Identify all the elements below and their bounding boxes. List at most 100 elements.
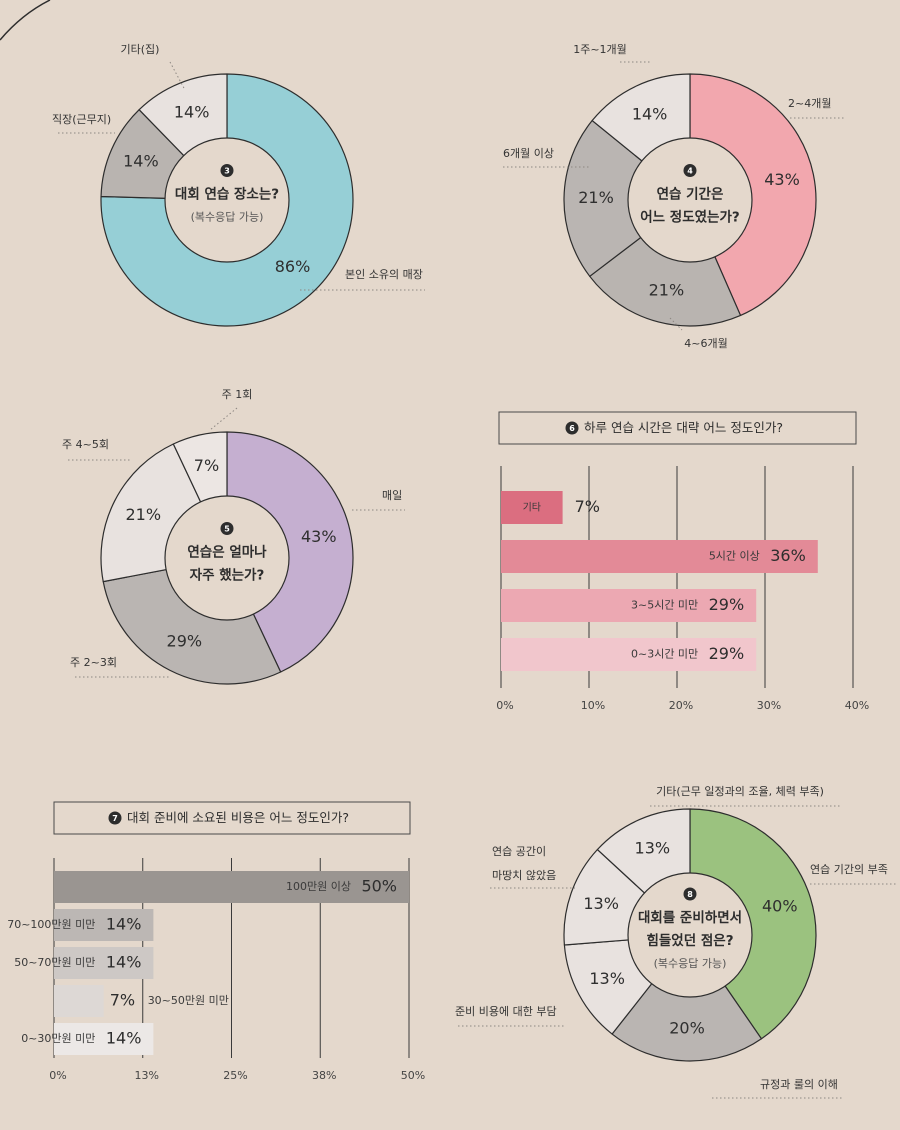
chart-8-title-line-0: 대회를 준비하면서	[638, 909, 742, 926]
chart-8-slice-value-1: 20%	[669, 1018, 705, 1037]
chart-6-tick-1: 10%	[581, 699, 605, 712]
chart-7-bar-2	[54, 947, 154, 979]
chart-7-badge	[108, 811, 122, 825]
chart-8-label-4: 기타(근무 일정과의 조율, 체력 부족)	[656, 784, 824, 798]
chart-4-slice-value-0: 43%	[764, 170, 800, 189]
chart-5-label-3: 주 1회	[222, 388, 253, 401]
chart-6-bar-0	[501, 491, 563, 524]
chart-7-bar-label-3: 30~50만원 미만	[148, 994, 229, 1007]
chart-6-tick-0: 0%	[496, 699, 513, 712]
chart-7-tick-4: 50%	[401, 1069, 425, 1082]
chart-5-leader-0	[209, 407, 238, 431]
chart-6-bar-label-0: 기타	[523, 502, 541, 514]
chart-4-title-line-1: 어느 정도였는가?	[640, 209, 739, 226]
chart-6-bar-label-2: 3~5시간 미만	[631, 599, 698, 612]
chart-8-title-line-2: (복수응답 가능)	[654, 957, 727, 970]
chart-4-slice-0	[689, 73, 817, 317]
chart-5-title-line-0: 연습은 얼마나	[187, 545, 267, 561]
chart-8-slice-1	[611, 934, 763, 1062]
chart-4-slice-value-1: 21%	[649, 280, 685, 299]
chart-7-title: 대회 준비에 소요된 비용은 어느 정도인가?	[127, 810, 349, 825]
chart-6-badge	[565, 421, 579, 435]
chart-5-hole	[164, 495, 290, 621]
chart-3-badge	[220, 164, 234, 177]
chart-3-label-1: 직장(근무지)	[52, 113, 111, 126]
chart-4-label-1: 4~6개월	[684, 337, 727, 350]
chart-3-label-2: 기타(집)	[121, 43, 160, 56]
chart-6-bar-value-1: 36%	[770, 546, 806, 565]
chart-6-bar-value-3: 29%	[709, 644, 745, 663]
chart-5-badge-number: 5	[224, 525, 230, 534]
chart-6-bar-label-1: 5시간 이상	[709, 550, 760, 563]
chart-3-title-line-0: 대회 연습 장소는?	[175, 186, 279, 203]
chart-6-title: 하루 연습 시간은 대략 어느 정도인가?	[584, 420, 783, 435]
chart-7-tick-0: 0%	[49, 1069, 66, 1082]
chart-8-label-3-0: 연습 공간이	[492, 845, 546, 858]
chart-3-title-line-1: (복수응답 가능)	[191, 211, 264, 224]
chart-6-tick-3: 30%	[757, 699, 781, 712]
chart-8-label-2: 준비 비용에 대한 부담	[455, 1005, 557, 1018]
chart-5-slice-value-0: 43%	[301, 527, 337, 546]
chart-6-bar-label-3: 0~3시간 미만	[631, 648, 698, 661]
chart-7-bar-4	[54, 1023, 154, 1055]
chart-6-bar-2	[501, 589, 757, 622]
chart-8-badge	[683, 887, 697, 901]
chart-4-slice-value-3: 14%	[632, 105, 668, 124]
chart-7-bar-value-4: 14%	[106, 1029, 142, 1048]
chart-7-bar-0	[54, 871, 409, 903]
chart-4-title-line-0: 연습 기간은	[657, 186, 724, 203]
chart-6-badge-number: 6	[569, 424, 575, 433]
chart-7-tick-1: 13%	[135, 1069, 159, 1082]
chart-5-slice-value-1: 29%	[167, 631, 203, 650]
chart-7-bar-value-1: 14%	[106, 915, 142, 934]
chart-8-slice-value-2: 13%	[589, 969, 625, 988]
chart-3-leader-0	[169, 61, 186, 91]
chart-4-label-0: 2~4개월	[788, 97, 831, 110]
chart-7-bar-label-0: 100만원 이상	[286, 880, 351, 893]
chart-7-bar-label-2: 50~70만원 미만	[14, 956, 95, 969]
chart-5-slice-value-2: 21%	[125, 505, 161, 524]
chart-3-label-0: 본인 소유의 매장	[345, 268, 423, 281]
chart-3-badge-number: 3	[224, 167, 230, 176]
chart-4-badge	[683, 164, 697, 177]
chart-7-badge-number: 7	[112, 814, 118, 823]
chart-7-bar-1	[54, 909, 154, 941]
chart-4-label-3: 1주~1개월	[573, 43, 627, 56]
chart-4-slice-2	[563, 119, 691, 277]
chart-5-label-1: 주 2~3회	[70, 656, 117, 669]
chart-3-slice-value-0: 86%	[275, 257, 311, 276]
chart-4-badge-number: 4	[687, 167, 693, 176]
chart-7-bar-label-1: 70~100만원 미만	[7, 918, 95, 931]
chart-6-bar-value-0: 7%	[575, 497, 600, 516]
chart-7-tick-3: 38%	[312, 1069, 336, 1082]
chart-6-bar-3	[501, 638, 757, 671]
chart-7-bar-value-2: 14%	[106, 953, 142, 972]
chart-5-label-2: 주 4~5회	[62, 438, 109, 451]
chart-3-slice-value-2: 14%	[174, 102, 210, 121]
chart-8-title-line-1: 힘들었던 점은?	[646, 932, 733, 949]
chart-5-label-0: 매일	[382, 488, 402, 502]
chart-4-slice-value-2: 21%	[578, 188, 614, 207]
chart-3-slice-value-1: 14%	[123, 152, 159, 171]
chart-8-label-0: 연습 기간의 부족	[810, 863, 888, 876]
chart-8-label-3-1: 마땅치 않았음	[492, 869, 556, 882]
chart-6-title-box	[498, 411, 857, 445]
chart-7-bar-3	[54, 985, 104, 1017]
chart-8-slice-value-3: 13%	[583, 894, 619, 913]
chart-5-badge	[220, 522, 234, 535]
chart-3-hole	[164, 137, 290, 263]
chart-7-tick-2: 25%	[223, 1069, 247, 1082]
chart-8-slice-value-0: 40%	[762, 897, 798, 916]
chart-6-tick-2: 20%	[669, 699, 693, 712]
chart-4-label-2: 6개월 이상	[503, 147, 554, 160]
chart-4-leader-3	[669, 317, 683, 331]
chart-6-bar-1	[501, 540, 818, 573]
chart-8-badge-number: 8	[687, 890, 693, 899]
chart-8-slice-0	[689, 808, 817, 1040]
chart-4-hole	[627, 137, 753, 263]
chart-8-hole	[627, 872, 753, 998]
chart-8-label-1: 규정과 룰의 이해	[760, 1077, 838, 1091]
corner-decoration-arc	[0, 0, 51, 41]
chart-5-title-line-1: 자주 했는가?	[190, 568, 265, 584]
